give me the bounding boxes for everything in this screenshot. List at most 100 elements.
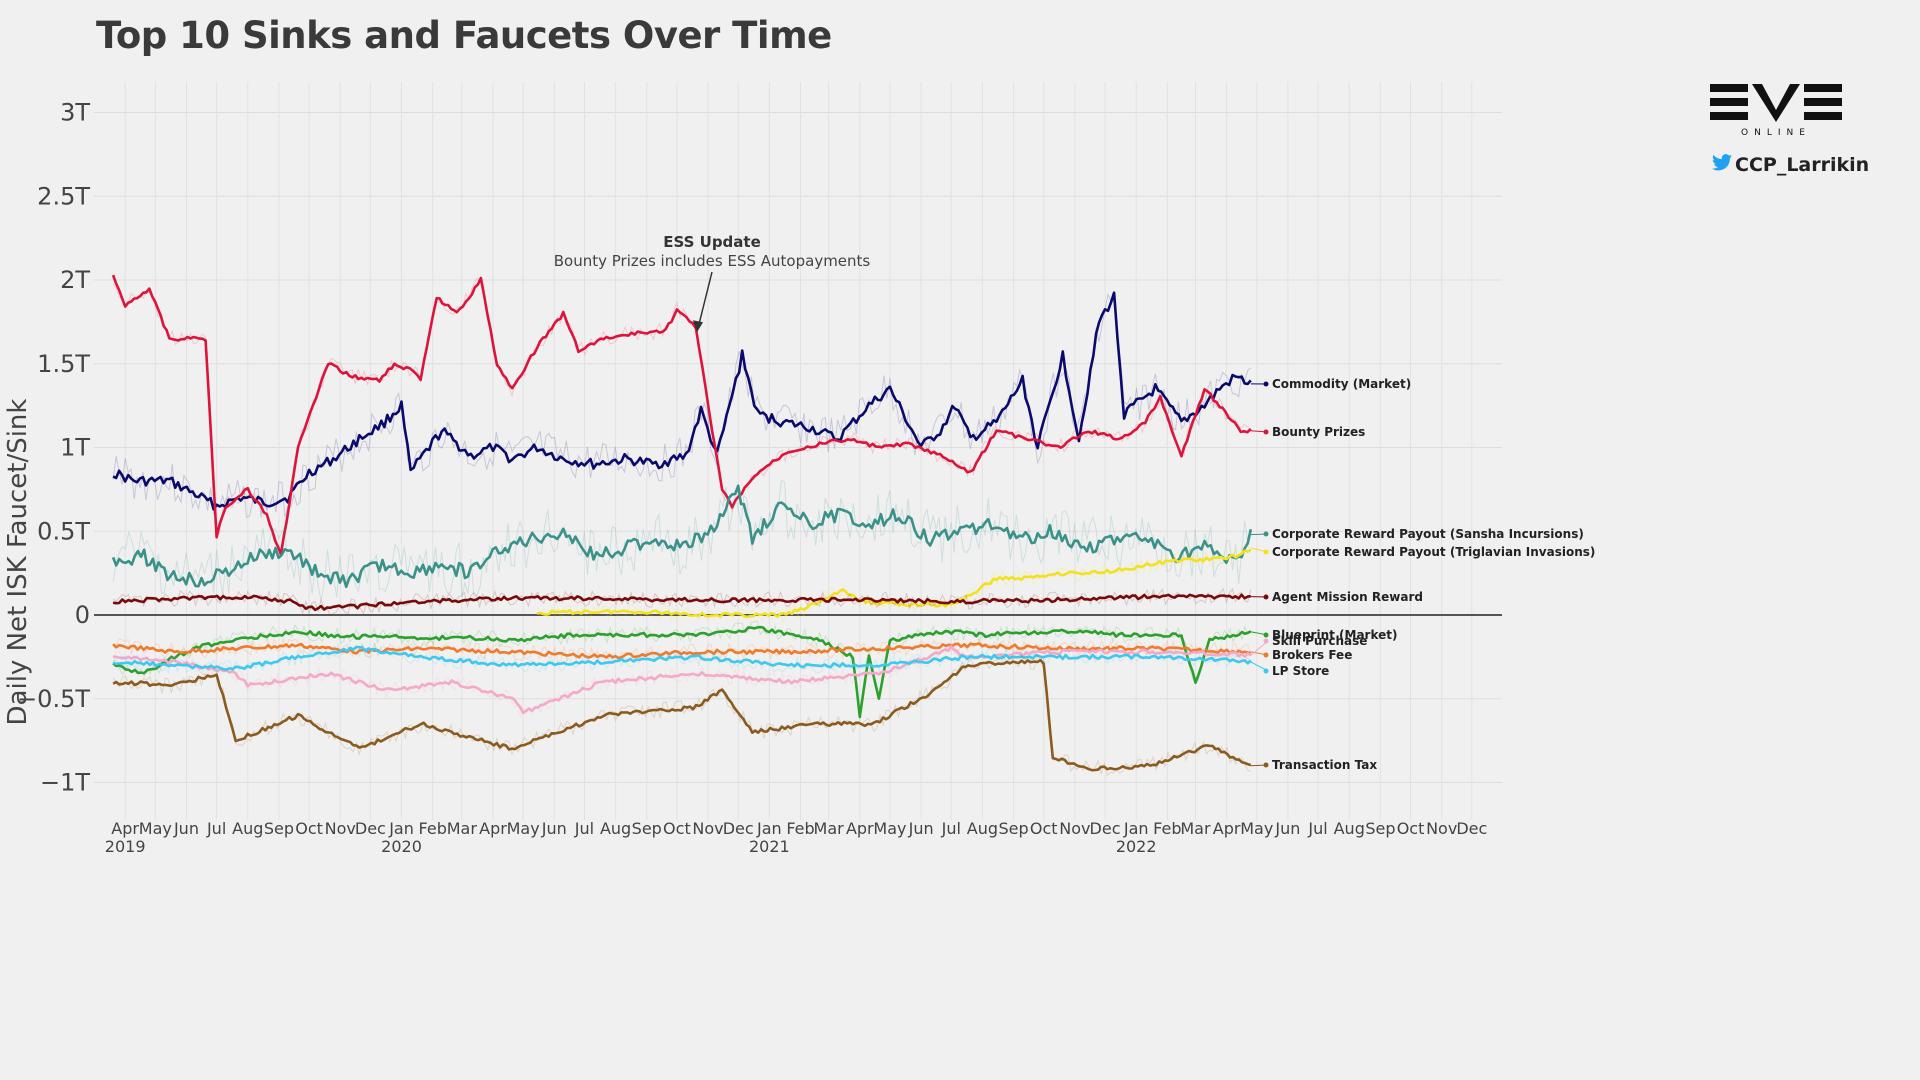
twitter-handle-text: CCP_Larrikin [1735, 154, 1870, 176]
x-tick-label: Mar [1180, 819, 1211, 838]
series-label: Corporate Reward Payout (Triglavian Inva… [1272, 545, 1595, 559]
x-tick-label: Nov [1426, 819, 1457, 838]
x-tick-label: Oct [295, 819, 323, 838]
series-noise-line [536, 545, 1252, 623]
series-label-dot [1263, 638, 1269, 644]
x-tick-label: Dec [355, 819, 386, 838]
series-noise-line [112, 636, 1252, 665]
x-tick-year: 2021 [749, 837, 790, 856]
x-tick-label: May [139, 819, 172, 838]
x-tick-label: Jan [756, 819, 782, 838]
x-tick-label: Aug [967, 819, 998, 838]
x-tick-label: Sep [1365, 819, 1395, 838]
series-label-dot [1263, 762, 1269, 768]
annotation-title: ESS Update [663, 233, 761, 251]
y-tick-label: 1.5T [37, 350, 90, 378]
x-tick-label: Feb [1153, 819, 1181, 838]
twitter-handle[interactable]: CCP_Larrikin [1712, 154, 1869, 176]
x-tick-label: Jan [1123, 819, 1149, 838]
x-tick-label: May [507, 819, 540, 838]
series-label-dot [1263, 594, 1269, 600]
x-tick-label: Apr [111, 819, 139, 838]
x-tick-label: May [1240, 819, 1273, 838]
y-tick-label: 0 [75, 601, 90, 629]
series-label-dot [1263, 531, 1269, 537]
x-tick-year: 2020 [381, 837, 422, 856]
y-tick-label: 1T [60, 434, 90, 462]
x-tick-label: Dec [1090, 819, 1121, 838]
x-tick-label: Jun [1274, 819, 1300, 838]
x-tick-label: Jul [941, 819, 961, 838]
x-tick-label: Feb [786, 819, 814, 838]
series-line [112, 625, 1252, 719]
x-tick-label: Sep [264, 819, 294, 838]
annotation-arrow [697, 271, 713, 329]
series-label-dot [1263, 381, 1269, 387]
series-label: Commodity (Market) [1272, 377, 1411, 391]
x-tick-label: Mar [447, 819, 478, 838]
x-tick-label: Oct [663, 819, 691, 838]
series-label: Brokers Fee [1272, 648, 1352, 662]
series-label-dot [1263, 632, 1269, 638]
x-tick-label: Dec [1456, 819, 1487, 838]
x-tick-label: May [873, 819, 906, 838]
series-line [112, 645, 1252, 672]
annotation-text: Bounty Prizes includes ESS Autopayments [554, 252, 871, 270]
x-tick-label: Apr [846, 819, 874, 838]
x-tick-label: Jun [541, 819, 567, 838]
x-tick-label: Apr [1213, 819, 1241, 838]
series-lines [111, 274, 1253, 777]
x-tick-label: Dec [723, 819, 754, 838]
series-label-dot [1263, 668, 1269, 674]
annotation-arrowhead [692, 320, 703, 333]
x-tick-label: Aug [232, 819, 263, 838]
series-label: Bounty Prizes [1272, 425, 1365, 439]
series-line [536, 548, 1252, 619]
series-label: LP Store [1272, 664, 1329, 678]
x-tick-label: Jan [388, 819, 414, 838]
y-tick-label: −1T [40, 769, 90, 797]
chart-title: Top 10 Sinks and Faucets Over Time [96, 14, 832, 57]
x-tick-label: Jun [173, 819, 199, 838]
twitter-bird-icon [1712, 154, 1732, 176]
series-label-dot [1263, 549, 1269, 555]
svg-text:ONLINE: ONLINE [1741, 128, 1811, 138]
series-label: Agent Mission Reward [1272, 590, 1423, 604]
series-line [111, 274, 1252, 556]
x-tick-label: Feb [419, 819, 447, 838]
x-tick-year: 2022 [1116, 837, 1157, 856]
series-label: Corporate Reward Payout (Sansha Incursio… [1272, 527, 1584, 541]
x-tick-label: Jun [908, 819, 934, 838]
series-line [111, 484, 1253, 589]
x-tick-label: Nov [1059, 819, 1090, 838]
x-tick-label: Sep [632, 819, 662, 838]
series-label-dot [1263, 429, 1269, 435]
series-line [112, 291, 1252, 511]
y-tick-label: 3T [60, 99, 90, 127]
eve-online-logo: ONLINE [1710, 82, 1842, 142]
series-line [113, 645, 1252, 715]
series-noise-line [112, 479, 1252, 601]
x-tick-label: Mar [814, 819, 845, 838]
x-tick-label: Oct [1397, 819, 1425, 838]
series-label: Skill Purchase [1272, 634, 1367, 648]
series-noise-line [112, 292, 1252, 518]
series-label: Transaction Tax [1272, 758, 1377, 772]
y-tick-label: 0.5T [37, 517, 90, 545]
x-tick-label: Jul [206, 819, 226, 838]
x-tick-label: Aug [600, 819, 631, 838]
x-tick-label: Aug [1334, 819, 1365, 838]
series-label: Blueprint (Market) [1272, 628, 1397, 642]
x-tick-label: Nov [325, 819, 356, 838]
x-tick-label: Jul [574, 819, 594, 838]
series-label-leader [1250, 640, 1269, 656]
x-tick-year: 2019 [105, 837, 146, 856]
series-line [112, 593, 1251, 612]
x-tick-label: Jul [1307, 819, 1327, 838]
series-labels: Commodity (Market) Bounty Prizes Corporate… [1250, 377, 1595, 772]
series-label-dot [1263, 652, 1269, 658]
x-tick-label: Nov [692, 819, 723, 838]
y-tick-label: 2T [60, 266, 90, 294]
